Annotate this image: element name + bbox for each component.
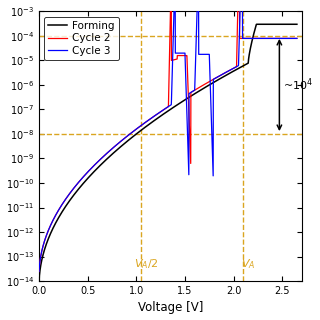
Cycle 3 <box>290 36 294 40</box>
Text: $V_A/2$: $V_A/2$ <box>134 257 158 271</box>
Cycle 2 <box>82 174 86 178</box>
Cycle 2 <box>67 193 70 197</box>
Cycle 3 <box>295 36 299 40</box>
Forming <box>290 22 294 26</box>
X-axis label: Voltage [V]: Voltage [V] <box>138 301 203 315</box>
Forming <box>136 131 140 135</box>
Cycle 3 <box>67 193 70 197</box>
Cycle 3 <box>136 126 140 130</box>
Cycle 2 <box>136 126 140 130</box>
Legend: Forming, Cycle 2, Cycle 3: Forming, Cycle 2, Cycle 3 <box>44 17 119 60</box>
Forming <box>254 22 258 26</box>
Cycle 2 <box>147 118 151 122</box>
Cycle 2 <box>290 36 294 40</box>
Cycle 3 <box>37 269 41 273</box>
Line: Cycle 2: Cycle 2 <box>39 0 297 271</box>
Forming <box>295 22 299 26</box>
Forming <box>37 279 41 283</box>
Forming <box>147 122 151 126</box>
Line: Cycle 3: Cycle 3 <box>39 0 297 271</box>
Cycle 3 <box>82 174 86 178</box>
Cycle 2 <box>262 36 266 40</box>
Forming <box>262 22 266 26</box>
Text: ~10$^4$: ~10$^4$ <box>283 77 313 93</box>
Cycle 3 <box>147 118 151 122</box>
Forming <box>82 181 86 185</box>
Cycle 2 <box>295 36 299 40</box>
Forming <box>67 200 70 204</box>
Text: $V_A$: $V_A$ <box>241 257 255 271</box>
Line: Forming: Forming <box>39 24 297 281</box>
Cycle 2 <box>37 269 41 273</box>
Cycle 3 <box>262 36 266 40</box>
